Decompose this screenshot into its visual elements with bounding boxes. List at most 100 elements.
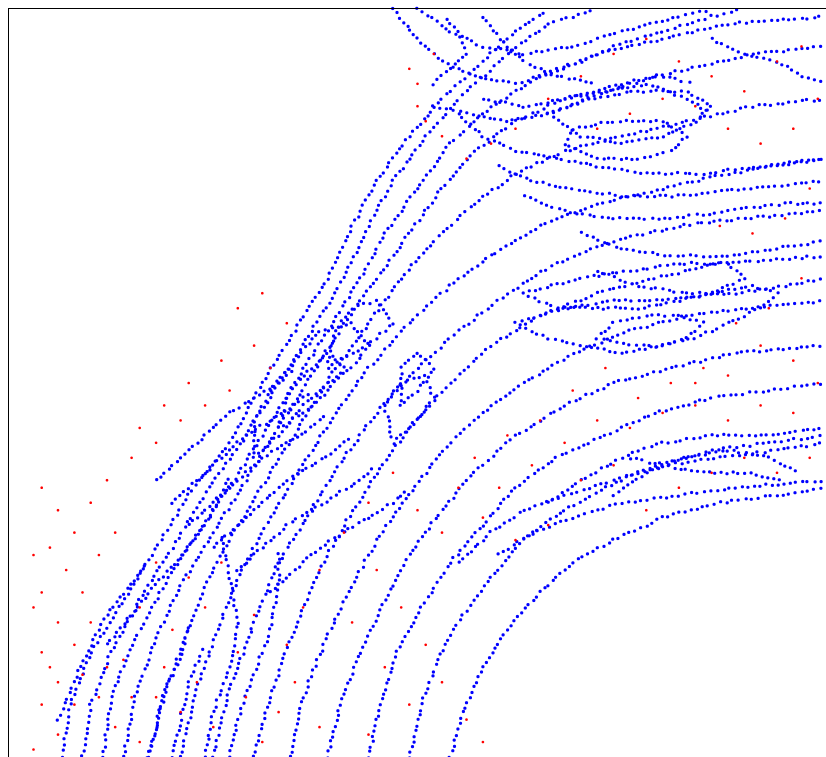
contour-point — [518, 510, 522, 514]
contour-point — [788, 257, 792, 261]
contour-point — [653, 411, 657, 416]
contour-point — [160, 538, 164, 542]
contour-point — [307, 304, 311, 308]
contour-point — [246, 429, 250, 433]
contour-point — [589, 294, 594, 298]
contour-point — [88, 702, 92, 706]
contour-point — [611, 44, 615, 48]
contour-point — [452, 281, 456, 285]
contour-point — [600, 92, 604, 96]
contour-point — [402, 325, 406, 329]
contour-point — [199, 677, 203, 681]
contour-point — [695, 507, 700, 511]
contour-point — [579, 209, 583, 213]
contour-point — [303, 518, 307, 523]
contour-point — [452, 738, 456, 742]
contour-point — [423, 117, 427, 121]
contour-point — [176, 663, 180, 667]
contour-point — [543, 25, 547, 29]
sparse-point — [694, 404, 697, 407]
contour-point — [805, 210, 809, 214]
contour-point — [379, 271, 383, 275]
contour-point — [683, 510, 687, 514]
contour-point — [259, 485, 263, 489]
contour-point — [364, 230, 368, 234]
contour-point — [239, 565, 243, 569]
contour-point — [228, 749, 232, 753]
contour-point — [472, 359, 476, 363]
contour-point — [106, 723, 110, 727]
sparse-point — [661, 97, 664, 101]
contour-point — [690, 455, 694, 459]
contour-point — [248, 512, 253, 517]
contour-point — [245, 561, 249, 565]
contour-point — [424, 404, 428, 408]
contour-point — [642, 119, 646, 123]
contour-point — [381, 236, 385, 240]
contour-point — [456, 727, 460, 731]
contour-point — [639, 129, 643, 133]
contour-point — [187, 522, 191, 527]
contour-point — [259, 532, 263, 536]
contour-point — [375, 337, 379, 341]
contour-point — [357, 433, 361, 437]
contour-point — [758, 350, 762, 354]
contour-point — [509, 48, 514, 52]
contour-point — [642, 285, 646, 289]
contour-point — [681, 364, 685, 368]
contour-point — [811, 45, 816, 49]
contour-point — [170, 464, 174, 468]
contour-point — [246, 557, 250, 561]
contour-point — [648, 230, 653, 235]
contour-point — [272, 363, 276, 367]
contour-point — [219, 721, 223, 725]
contour-point — [165, 682, 169, 686]
contour-point — [171, 599, 175, 603]
contour-point — [367, 224, 371, 229]
contour-point — [579, 230, 584, 234]
contour-point — [457, 560, 461, 564]
contour-point — [621, 269, 625, 273]
contour-point — [817, 208, 822, 213]
contour-point — [811, 344, 815, 348]
contour-point — [67, 708, 71, 712]
contour-point — [361, 645, 365, 649]
contour-point — [284, 373, 288, 377]
contour-point — [429, 391, 433, 395]
contour-point — [225, 671, 229, 675]
contour-point — [778, 462, 783, 466]
contour-point — [328, 384, 332, 389]
contour-point — [560, 215, 564, 219]
contour-point — [558, 185, 562, 189]
contour-point — [510, 102, 514, 106]
contour-point — [637, 316, 641, 320]
contour-point — [771, 296, 775, 300]
contour-point — [639, 326, 643, 330]
contour-point — [349, 585, 353, 590]
contour-point — [254, 614, 258, 618]
contour-point — [239, 706, 243, 711]
contour-point — [428, 386, 432, 390]
contour-point — [230, 453, 234, 457]
contour-point — [766, 299, 771, 304]
contour-point — [292, 630, 296, 634]
contour-point — [726, 45, 730, 49]
contour-point — [539, 114, 544, 118]
contour-point — [505, 45, 509, 49]
contour-point — [301, 462, 305, 467]
contour-point — [758, 306, 763, 310]
contour-point — [577, 350, 582, 354]
contour-point — [734, 308, 738, 312]
contour-point — [345, 354, 349, 358]
contour-point — [405, 378, 410, 382]
contour-point — [171, 674, 175, 678]
contour-point — [149, 651, 153, 655]
contour-point — [629, 299, 633, 303]
contour-point — [648, 76, 652, 80]
contour-point — [314, 333, 318, 337]
contour-point — [673, 90, 677, 94]
contour-point — [117, 675, 121, 679]
contour-point — [182, 739, 186, 743]
contour-point — [761, 214, 765, 218]
contour-point — [77, 681, 82, 685]
